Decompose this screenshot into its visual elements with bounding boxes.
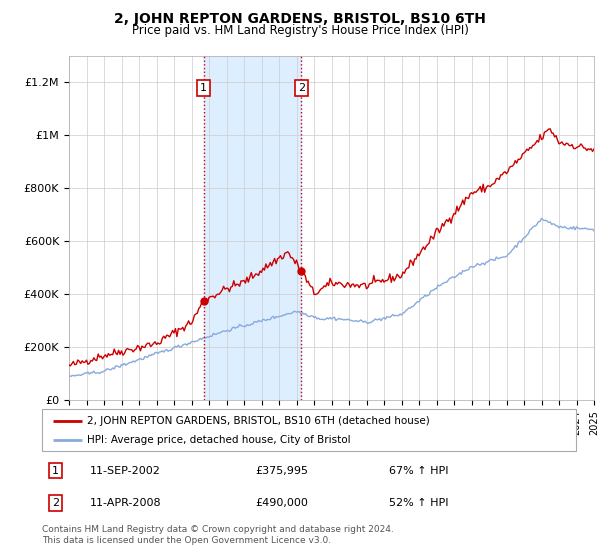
Text: 1: 1 [52, 465, 59, 475]
Text: 2: 2 [298, 83, 305, 93]
Text: 67% ↑ HPI: 67% ↑ HPI [389, 465, 449, 475]
Bar [204, 56, 301, 400]
Text: Contains HM Land Registry data © Crown copyright and database right 2024.
This d: Contains HM Land Registry data © Crown c… [42, 525, 394, 545]
Text: HPI: Average price, detached house, City of Bristol: HPI: Average price, detached house, City… [88, 435, 351, 445]
Text: 2, JOHN REPTON GARDENS, BRISTOL, BS10 6TH (detached house): 2, JOHN REPTON GARDENS, BRISTOL, BS10 6T… [88, 416, 430, 426]
Text: £375,995: £375,995 [256, 465, 308, 475]
Text: 2: 2 [52, 498, 59, 508]
Text: 2, JOHN REPTON GARDENS, BRISTOL, BS10 6TH: 2, JOHN REPTON GARDENS, BRISTOL, BS10 6T… [114, 12, 486, 26]
Text: 52% ↑ HPI: 52% ↑ HPI [389, 498, 449, 508]
Text: 11-SEP-2002: 11-SEP-2002 [90, 465, 161, 475]
Text: Price paid vs. HM Land Registry's House Price Index (HPI): Price paid vs. HM Land Registry's House … [131, 24, 469, 36]
Text: 1: 1 [200, 83, 207, 93]
Text: £490,000: £490,000 [256, 498, 308, 508]
Text: 11-APR-2008: 11-APR-2008 [90, 498, 161, 508]
